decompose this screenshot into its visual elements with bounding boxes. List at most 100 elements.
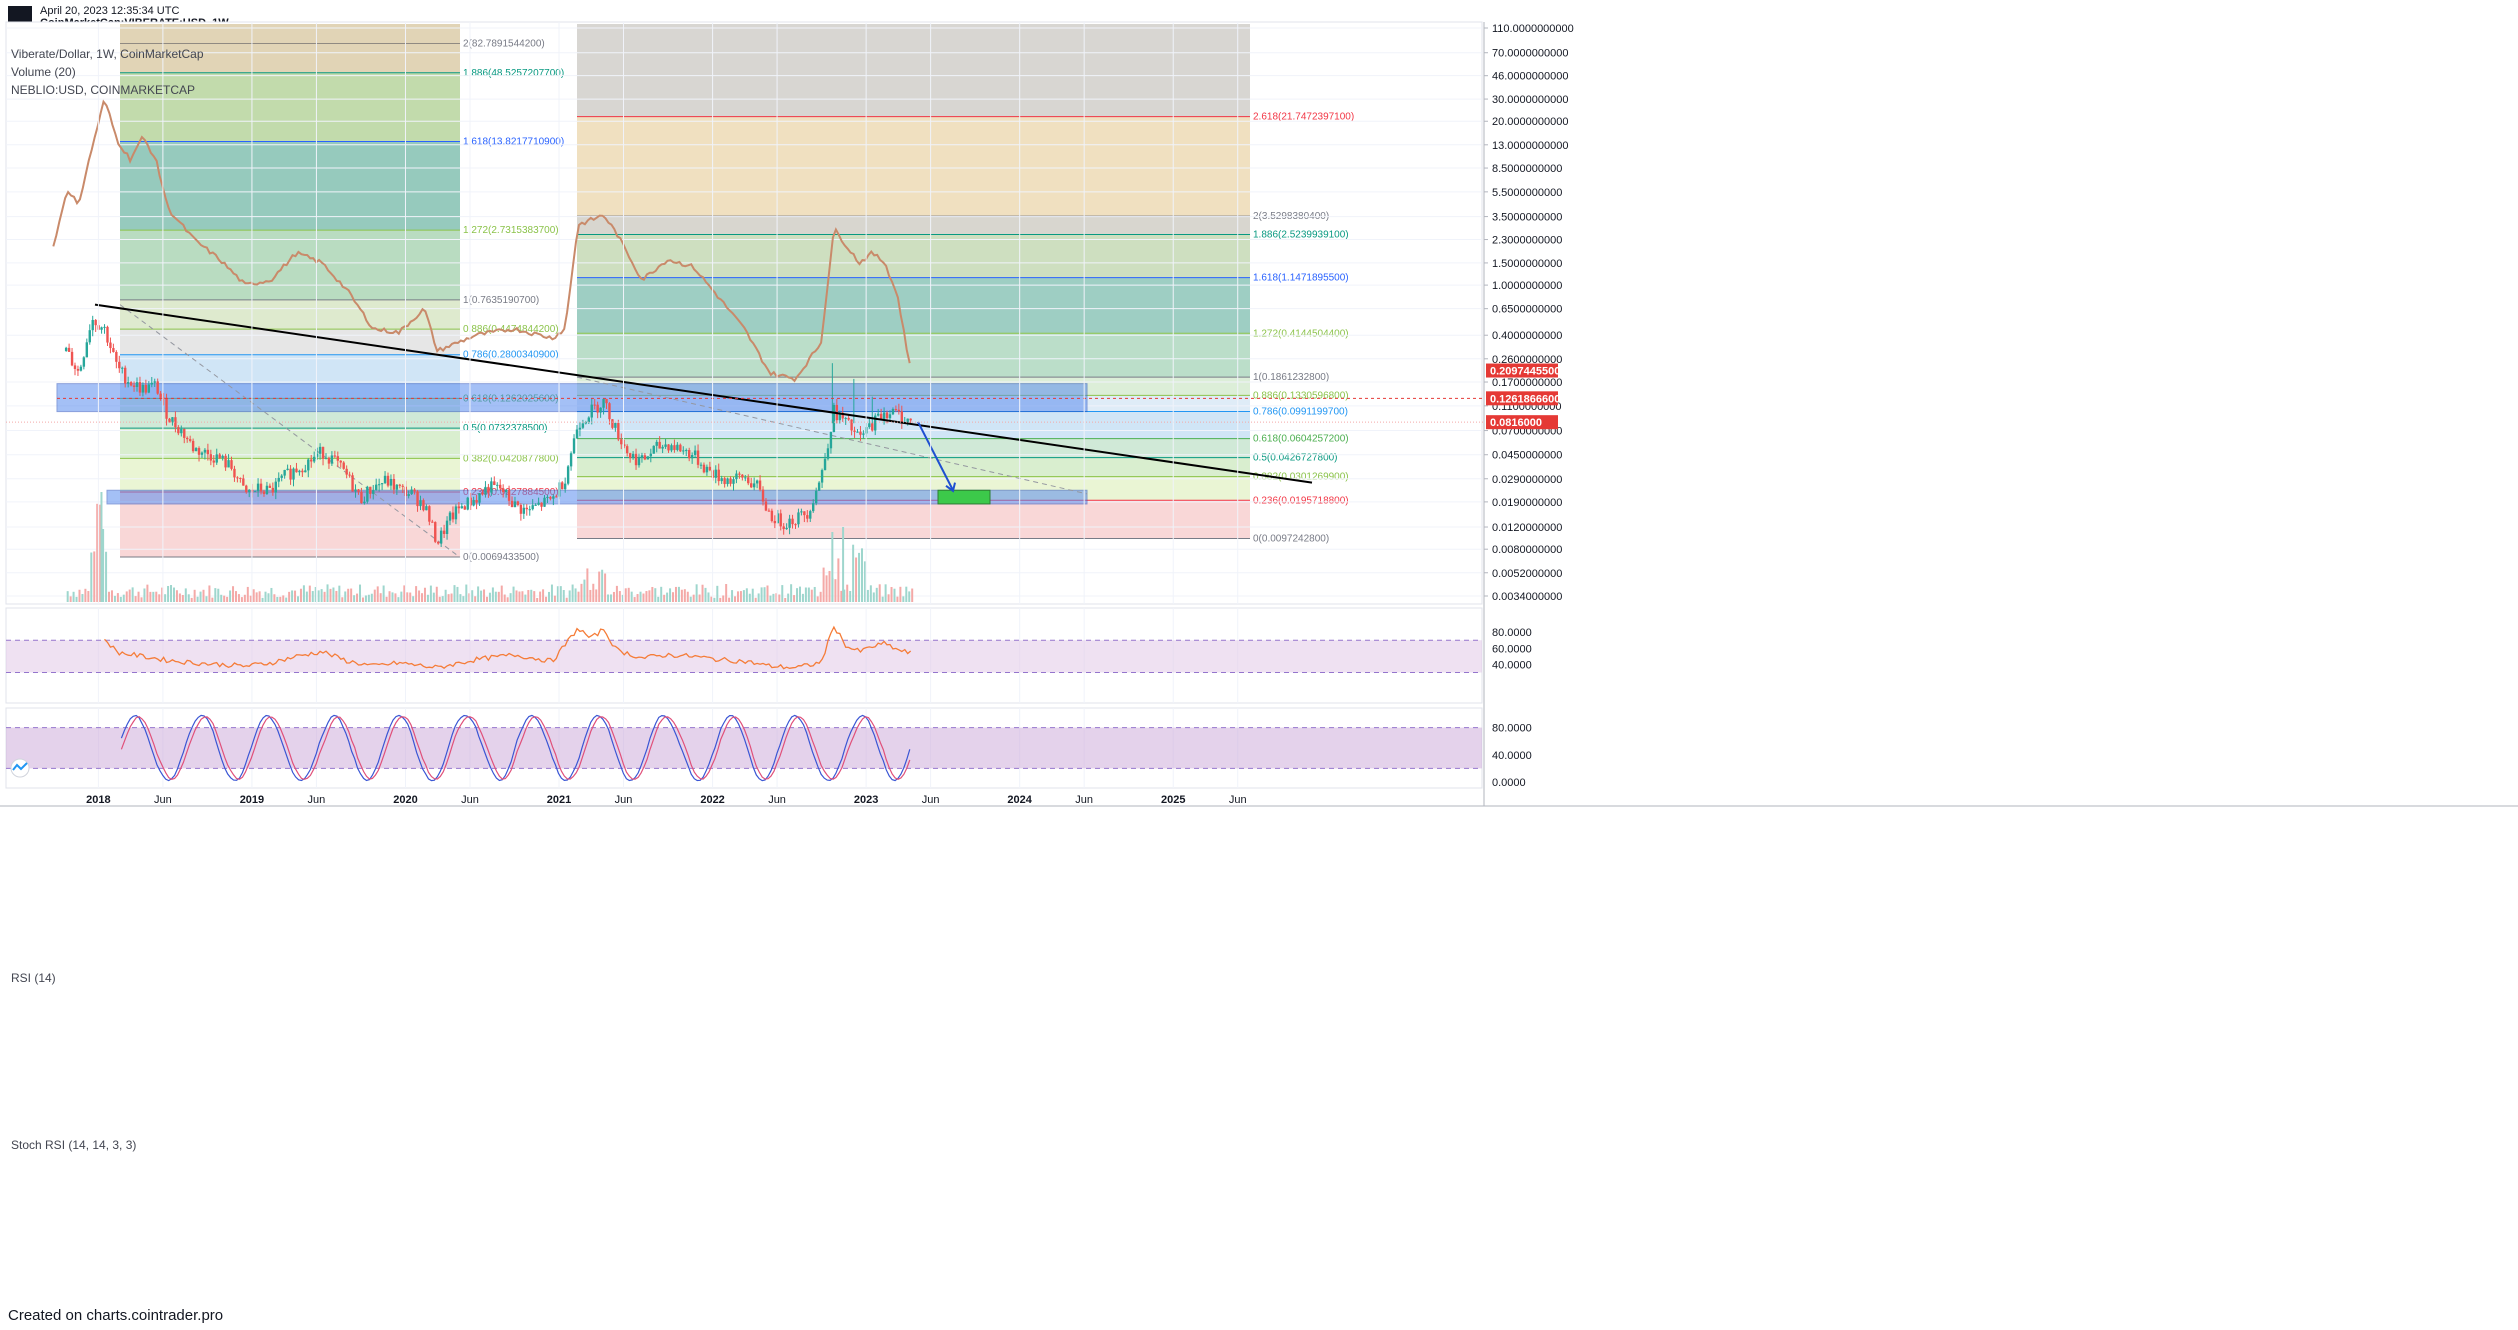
candle-body xyxy=(705,466,709,473)
volume-bar xyxy=(199,591,202,602)
volume-bar xyxy=(391,592,394,602)
candle-body xyxy=(732,479,735,484)
volume-bar xyxy=(66,591,69,602)
legend-stoch-rsi: Stoch RSI (14, 14, 3, 3) xyxy=(11,1138,137,1152)
volume-bar xyxy=(140,597,143,602)
price-label-box xyxy=(1486,363,1558,378)
volume-bar xyxy=(220,594,223,602)
volume-bar xyxy=(754,597,757,602)
volume-bar xyxy=(347,588,350,602)
candle-body xyxy=(871,423,874,431)
volume-bar xyxy=(217,588,220,602)
candle-body xyxy=(546,496,549,498)
candle-body xyxy=(434,522,437,542)
volume-bar xyxy=(488,592,491,602)
volume-bar xyxy=(828,570,831,602)
volume-bar xyxy=(471,590,474,602)
volume-bar xyxy=(731,590,734,602)
candle-body xyxy=(676,444,679,450)
fib-retracement-right-zone xyxy=(577,234,1250,278)
candle-body xyxy=(696,450,700,465)
volume-bar xyxy=(778,594,781,602)
volume-bar xyxy=(503,594,506,602)
volume-bar xyxy=(379,593,382,602)
rsi-tick-label: 40.0000 xyxy=(1492,659,1532,671)
candle-body xyxy=(593,404,596,406)
volume-bar xyxy=(421,593,424,602)
candle-body xyxy=(280,475,283,478)
stoch-d-line xyxy=(120,716,911,780)
projection-arrow-head xyxy=(945,482,956,493)
candle-body xyxy=(144,384,148,393)
volume-bar xyxy=(234,591,237,602)
rsi-tick-label: 60.0000 xyxy=(1492,643,1532,655)
candle-body xyxy=(803,511,806,516)
candle-body xyxy=(70,351,74,366)
fib-retracement-right-level-label: 2.618(21.7472397100) xyxy=(1253,112,1354,123)
volume-bar xyxy=(527,590,530,602)
fib-retracement-left-level-label: 0.382(0.0420877800) xyxy=(463,453,559,464)
candle-body xyxy=(590,404,593,418)
fib-retracement-right-level-label: 0.236(0.0195718800) xyxy=(1253,495,1349,506)
volume-bar xyxy=(580,583,583,602)
candle-body xyxy=(150,382,153,385)
x-tick-label: Jun xyxy=(308,794,326,806)
candle-body xyxy=(646,456,650,460)
candle-body xyxy=(738,473,741,475)
volume-bar xyxy=(108,591,111,602)
candle-body xyxy=(103,326,106,328)
volume-bar xyxy=(775,593,778,602)
candle-body xyxy=(499,484,502,489)
y-tick-label: 0.0190000000 xyxy=(1492,497,1562,509)
volume-bar xyxy=(536,597,539,602)
volume-bar xyxy=(261,597,264,602)
volume-bar xyxy=(353,595,356,602)
candle-body xyxy=(729,478,732,484)
candle-body xyxy=(132,385,136,387)
candle-body xyxy=(534,504,537,506)
candle-body xyxy=(339,460,342,463)
candle-body xyxy=(714,469,717,478)
volume-bar xyxy=(341,597,344,602)
volume-bar xyxy=(468,593,471,602)
candle-body xyxy=(788,518,791,528)
volume-bar xyxy=(435,586,438,602)
candle-body xyxy=(171,417,174,423)
x-tick-label: Jun xyxy=(922,794,940,806)
stoch-band xyxy=(6,727,1482,769)
volume-bar xyxy=(621,594,624,602)
volume-bar xyxy=(636,594,639,602)
volume-bar xyxy=(400,591,403,602)
volume-bar xyxy=(881,596,884,602)
volume-bar xyxy=(657,596,660,602)
candle-body xyxy=(655,441,658,446)
candle-body xyxy=(194,448,198,452)
x-tick-label: 2023 xyxy=(854,794,878,806)
volume-bar xyxy=(598,571,601,602)
volume-bar xyxy=(302,585,305,602)
volume-bar xyxy=(760,587,763,602)
candle-body xyxy=(372,490,375,494)
candle-body xyxy=(782,526,785,530)
volume-bar xyxy=(69,596,72,602)
volume-bar xyxy=(110,590,113,602)
candle-body xyxy=(575,429,579,439)
candle-body xyxy=(572,438,576,454)
candle-body xyxy=(295,468,298,473)
candle-body xyxy=(416,491,419,507)
candle-body xyxy=(794,524,797,526)
support-zone xyxy=(106,489,1088,505)
volume-bar xyxy=(692,594,695,602)
volume-bar xyxy=(698,594,701,602)
candle-body xyxy=(868,423,871,428)
candle-body xyxy=(398,484,402,486)
volume-bar xyxy=(834,579,837,602)
volume-bar xyxy=(896,596,899,602)
candle-body xyxy=(853,430,856,432)
candle-body xyxy=(153,381,156,383)
fib-retracement-right-zone xyxy=(577,277,1250,334)
volume-bar xyxy=(193,589,196,602)
candle-body xyxy=(460,506,464,509)
volume-bar xyxy=(229,590,232,602)
